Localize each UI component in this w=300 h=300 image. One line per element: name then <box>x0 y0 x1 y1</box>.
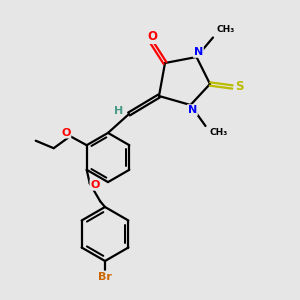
Text: Br: Br <box>98 272 112 282</box>
Text: S: S <box>235 80 243 93</box>
Text: O: O <box>147 30 157 43</box>
Text: CH₃: CH₃ <box>217 25 235 34</box>
Text: N: N <box>188 105 197 115</box>
Text: N: N <box>194 47 203 57</box>
Text: H: H <box>114 106 123 116</box>
Text: O: O <box>61 128 70 138</box>
Text: CH₃: CH₃ <box>209 128 227 137</box>
Text: O: O <box>90 180 100 190</box>
